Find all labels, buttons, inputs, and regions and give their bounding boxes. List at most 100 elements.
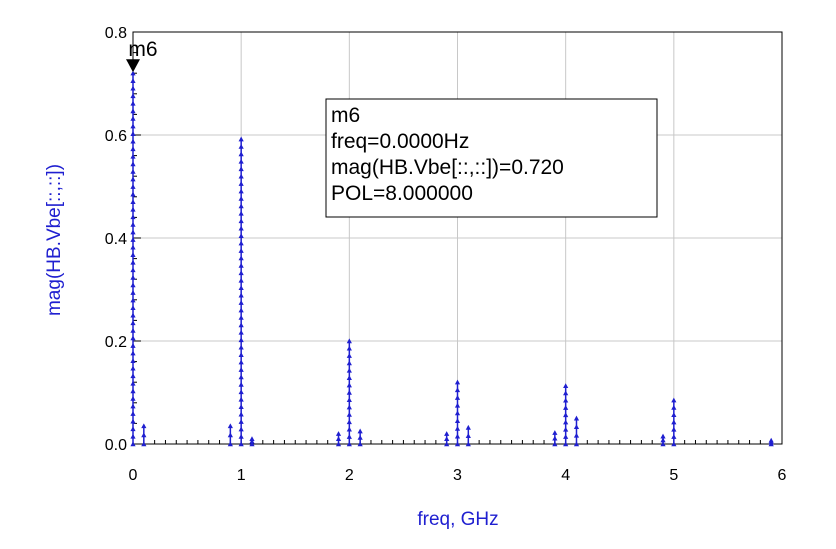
data-point: [130, 237, 136, 242]
data-point: [227, 423, 233, 429]
data-point: [671, 441, 677, 447]
data-point: [335, 431, 342, 436]
data-point: [238, 352, 244, 357]
data-point: [130, 191, 136, 197]
data-point: [130, 138, 136, 144]
data-point: [563, 434, 569, 439]
data-point: [249, 436, 255, 442]
data-point: [130, 70, 136, 76]
data-point: [238, 158, 244, 164]
data-point: [130, 131, 136, 136]
data-point: [573, 415, 580, 421]
data-point: [238, 337, 244, 343]
data-point: [671, 412, 677, 418]
data-point: [573, 441, 580, 447]
y-axis-label: mag(HB.Vbe[::,::]): [44, 164, 65, 316]
data-point: [130, 441, 136, 447]
marker-readout-box[interactable]: m6freq=0.0000Hzmag(HB.Vbe[::,::])=0.720P…: [325, 98, 658, 218]
data-point: [563, 412, 569, 418]
spectral-line: [227, 423, 233, 447]
data-point: [346, 345, 352, 351]
data-point: [130, 100, 136, 106]
data-point: [227, 432, 233, 438]
data-point: [671, 434, 677, 439]
data-point: [238, 329, 244, 335]
y-tick-label: 0.0: [105, 437, 127, 454]
data-point: [346, 338, 352, 344]
spectral-line: [454, 379, 461, 447]
x-tick-label: 2: [345, 467, 354, 484]
data-point: [563, 383, 569, 389]
x-tick-labels: 0 1 2 3 4 5 6: [129, 467, 787, 484]
data-point: [130, 418, 136, 424]
data-point: [130, 108, 136, 114]
data-point: [238, 381, 244, 387]
data-point: [444, 441, 450, 447]
data-point: [346, 382, 352, 388]
data-point: [130, 259, 136, 265]
data-point: [573, 432, 580, 438]
data-point: [660, 437, 666, 443]
data-point: [454, 410, 461, 416]
spectral-line: [335, 431, 342, 447]
data-point: [357, 428, 363, 434]
data-point: [238, 344, 244, 350]
data-point: [454, 425, 461, 431]
data-point: [346, 389, 352, 395]
data-point: [238, 277, 244, 283]
spectral-line: [563, 383, 569, 447]
data-point: [130, 305, 136, 310]
data-point: [141, 441, 147, 447]
data-point: [130, 388, 136, 394]
data-point: [346, 353, 352, 358]
data-point: [346, 360, 352, 366]
data-point: [130, 123, 136, 129]
data-point: [130, 93, 136, 99]
data-point: [660, 441, 666, 447]
x-tick-label: 3: [453, 467, 462, 484]
data-point: [238, 374, 244, 380]
data-point: [227, 441, 233, 447]
x-tick-label: 6: [778, 467, 787, 484]
data-point: [130, 426, 136, 432]
spectral-line: [660, 433, 666, 447]
data-point: [563, 426, 569, 432]
data-point: [238, 225, 244, 231]
data-point: [238, 307, 244, 313]
data-point: [671, 397, 677, 403]
data-point: [130, 282, 136, 288]
data-point: [130, 358, 136, 363]
data-point: [238, 151, 244, 157]
data-point: [454, 387, 461, 393]
data-point: [454, 441, 461, 447]
data-point: [130, 221, 136, 227]
data-point: [238, 210, 244, 216]
data-point: [768, 437, 774, 443]
data-point: [130, 403, 136, 409]
data-point: [238, 262, 244, 268]
data-point: [130, 350, 136, 356]
data-point: [465, 424, 471, 430]
data-point: [130, 320, 136, 326]
y-tick-labels: 0.0 0.2 0.4 0.6 0.8: [105, 25, 127, 454]
data-point: [563, 405, 569, 410]
data-point: [130, 184, 136, 189]
data-point: [130, 199, 136, 205]
data-point: [141, 423, 147, 429]
x-axis-label: freq, GHz: [417, 509, 498, 530]
data-point: [130, 380, 136, 386]
y-tick-label: 0.6: [105, 128, 127, 145]
readout-line: POL=8.000000: [331, 182, 473, 205]
data-point: [346, 367, 352, 373]
marker-m6[interactable]: m6: [126, 38, 158, 73]
data-point: [346, 397, 352, 403]
data-point: [130, 229, 136, 235]
data-point: [346, 375, 352, 380]
spectral-line: [141, 423, 147, 447]
data-point: [563, 441, 569, 447]
data-point: [130, 267, 136, 273]
data-point: [130, 274, 136, 280]
x-tick-label: 5: [669, 467, 678, 484]
data-point: [238, 181, 244, 186]
